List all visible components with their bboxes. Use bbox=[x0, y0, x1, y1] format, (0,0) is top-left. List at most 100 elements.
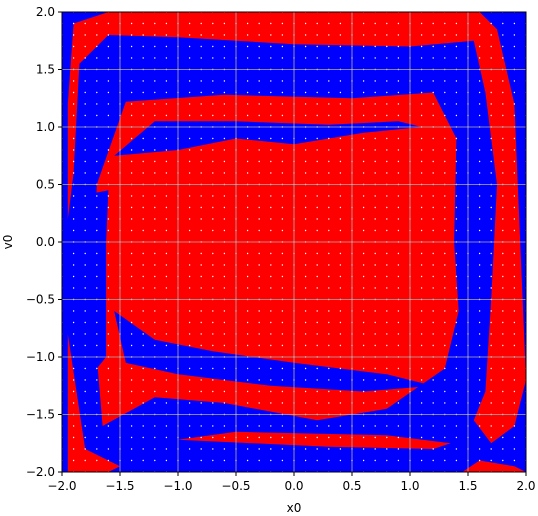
sample-point bbox=[130, 172, 133, 174]
sample-point bbox=[107, 379, 110, 381]
sample-point bbox=[374, 448, 376, 450]
sample-point bbox=[362, 436, 365, 439]
sample-point bbox=[432, 402, 434, 404]
sample-point bbox=[304, 425, 307, 427]
sample-point bbox=[316, 34, 318, 36]
sample-point bbox=[84, 436, 86, 439]
sample-point bbox=[246, 206, 249, 209]
y-tick-label: 1.5 bbox=[36, 63, 55, 77]
sample-point bbox=[304, 390, 307, 393]
sample-point bbox=[362, 367, 365, 370]
sample-point bbox=[513, 229, 516, 232]
sample-point bbox=[362, 379, 365, 381]
sample-point bbox=[212, 310, 214, 312]
sample-point bbox=[374, 287, 376, 289]
sample-point bbox=[154, 45, 156, 48]
sample-point bbox=[281, 160, 284, 163]
sample-point bbox=[154, 34, 156, 36]
sample-point bbox=[432, 425, 434, 427]
sample-point bbox=[397, 310, 400, 312]
sample-point bbox=[142, 287, 144, 289]
sample-point bbox=[478, 310, 481, 312]
sample-point bbox=[165, 218, 168, 220]
sample-point bbox=[223, 379, 226, 381]
sample-point bbox=[444, 321, 446, 324]
sample-point bbox=[339, 91, 342, 94]
sample-point bbox=[84, 34, 86, 36]
sample-point bbox=[328, 206, 330, 209]
sample-point bbox=[246, 287, 249, 289]
sample-point bbox=[304, 275, 307, 278]
sample-point bbox=[374, 321, 376, 324]
sample-point bbox=[188, 321, 191, 324]
sample-point bbox=[270, 425, 272, 427]
sample-point bbox=[420, 34, 423, 36]
sample-point bbox=[165, 344, 168, 347]
sample-point bbox=[316, 229, 318, 232]
sample-point bbox=[188, 91, 191, 94]
sample-point bbox=[270, 287, 272, 289]
sample-point bbox=[154, 310, 156, 312]
sample-point bbox=[281, 195, 284, 197]
sample-point bbox=[513, 22, 516, 25]
sample-point bbox=[444, 34, 446, 36]
sample-point bbox=[107, 91, 110, 94]
sample-point bbox=[200, 45, 202, 48]
sample-point bbox=[420, 160, 423, 163]
sample-point bbox=[258, 34, 260, 36]
sample-point bbox=[362, 34, 365, 36]
sample-point bbox=[478, 80, 481, 82]
sample-point bbox=[96, 287, 98, 289]
sample-point bbox=[270, 321, 272, 324]
sample-point bbox=[84, 252, 86, 255]
sample-point bbox=[212, 149, 214, 151]
sample-point bbox=[328, 367, 330, 370]
sample-point bbox=[96, 218, 98, 220]
sample-point bbox=[107, 436, 110, 439]
sample-point bbox=[96, 448, 98, 450]
sample-point bbox=[270, 379, 272, 381]
sample-point bbox=[490, 218, 492, 220]
sample-point bbox=[154, 436, 156, 439]
sample-point bbox=[270, 402, 272, 404]
sample-point bbox=[316, 114, 318, 117]
sample-point bbox=[374, 425, 376, 427]
sample-point bbox=[72, 448, 75, 450]
sample-point bbox=[200, 367, 202, 370]
sample-point bbox=[258, 459, 260, 462]
y-tick-label: −1.0 bbox=[26, 350, 55, 364]
sample-point bbox=[165, 80, 168, 82]
sample-point bbox=[258, 310, 260, 312]
sample-point bbox=[107, 390, 110, 393]
x-tick-label: −2.0 bbox=[47, 479, 76, 493]
sample-point bbox=[397, 206, 400, 209]
sample-point bbox=[130, 333, 133, 335]
sample-point bbox=[432, 172, 434, 174]
sample-point bbox=[502, 57, 504, 59]
sample-point bbox=[339, 206, 342, 209]
sample-point bbox=[444, 160, 446, 163]
x-tick-label: −1.0 bbox=[163, 479, 192, 493]
sample-point bbox=[478, 459, 481, 462]
sample-point bbox=[281, 103, 284, 105]
sample-point bbox=[130, 195, 133, 197]
sample-point bbox=[304, 310, 307, 312]
sample-point bbox=[328, 229, 330, 232]
sample-point bbox=[84, 344, 86, 347]
sample-point bbox=[432, 287, 434, 289]
sample-point bbox=[374, 91, 376, 94]
sample-point bbox=[96, 172, 98, 174]
sample-point bbox=[374, 436, 376, 439]
sample-point bbox=[72, 436, 75, 439]
sample-point bbox=[362, 22, 365, 25]
sample-point bbox=[142, 195, 144, 197]
sample-point bbox=[212, 367, 214, 370]
sample-point bbox=[165, 114, 168, 117]
sample-point bbox=[374, 218, 376, 220]
sample-point bbox=[316, 160, 318, 163]
sample-point bbox=[386, 379, 388, 381]
sample-point bbox=[455, 390, 458, 393]
sample-point bbox=[223, 91, 226, 94]
sample-point bbox=[165, 275, 168, 278]
sample-point bbox=[188, 172, 191, 174]
